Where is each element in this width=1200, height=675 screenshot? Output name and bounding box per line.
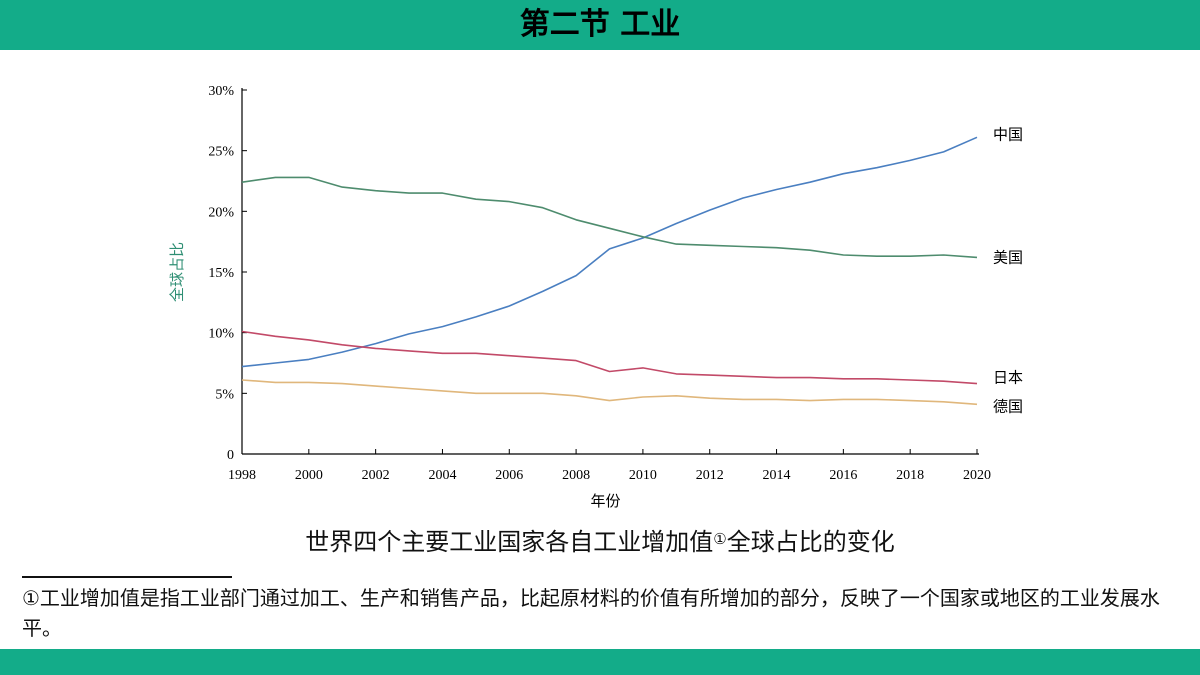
caption-text: 世界四个主要工业国家各自工业增加值 xyxy=(305,528,714,556)
title-band: 第二节 工业 xyxy=(0,0,1200,50)
x-tick-label: 2002 xyxy=(362,468,390,483)
x-tick-label: 2006 xyxy=(495,468,523,483)
chart-caption: 世界四个主要工业国家各自工业增加值①全球占比的变化 xyxy=(0,522,1200,557)
y-axis-title: 全球占比 xyxy=(168,242,186,302)
x-tick-label: 1998 xyxy=(228,468,256,483)
y-tick-label: 5% xyxy=(215,387,234,402)
line-chart: 0 5% 10% 15% 20% 25% 30% 1998 2000 2002 2004 2006 20… xyxy=(168,84,1023,510)
y-tick-label: 20% xyxy=(208,205,234,220)
x-tick-label: 2020 xyxy=(963,468,991,483)
x-tick-label: 2010 xyxy=(629,468,657,483)
x-tick-label: 2016 xyxy=(829,468,857,483)
y-tick-label: 25% xyxy=(208,145,234,160)
chart-axes: 0 5% 10% 15% 20% 25% 30% 1998 2000 2002 2004 2006 20… xyxy=(168,84,991,510)
y-tick-label: 30% xyxy=(208,84,234,99)
bottom-band xyxy=(0,649,1200,675)
series-line-germany xyxy=(241,379,978,406)
series-line-usa xyxy=(241,176,978,259)
footnote-text: ①工业增加值是指工业部门通过加工、生产和销售产品，比起原材料的价值有所增加的部分… xyxy=(22,586,1160,640)
chart-series-lines xyxy=(241,136,978,406)
page-title: 第二节 工业 xyxy=(519,7,681,42)
series-label-usa: 美国 xyxy=(993,248,1023,266)
y-tick-label: 0 xyxy=(227,448,234,463)
series-line-china xyxy=(241,136,978,368)
series-label-china: 中国 xyxy=(993,125,1023,143)
series-label-germany: 德国 xyxy=(993,397,1023,415)
x-tick-label: 2018 xyxy=(896,468,924,483)
x-tick-label: 2014 xyxy=(763,468,791,483)
x-tick-label: 2000 xyxy=(295,468,323,483)
caption-footnote-marker: ① xyxy=(713,530,727,548)
series-line-japan xyxy=(241,330,978,385)
x-tick-label: 2008 xyxy=(562,468,590,483)
x-tick-label: 2004 xyxy=(428,468,456,483)
y-tick-label: 10% xyxy=(208,327,234,342)
footnote-divider xyxy=(22,576,232,578)
y-tick-label: 15% xyxy=(208,266,234,281)
x-tick-label: 2012 xyxy=(696,468,724,483)
caption-suffix: 全球占比的变化 xyxy=(726,528,895,556)
series-label-japan: 日本 xyxy=(993,369,1023,387)
x-axis-title: 年份 xyxy=(590,492,620,510)
